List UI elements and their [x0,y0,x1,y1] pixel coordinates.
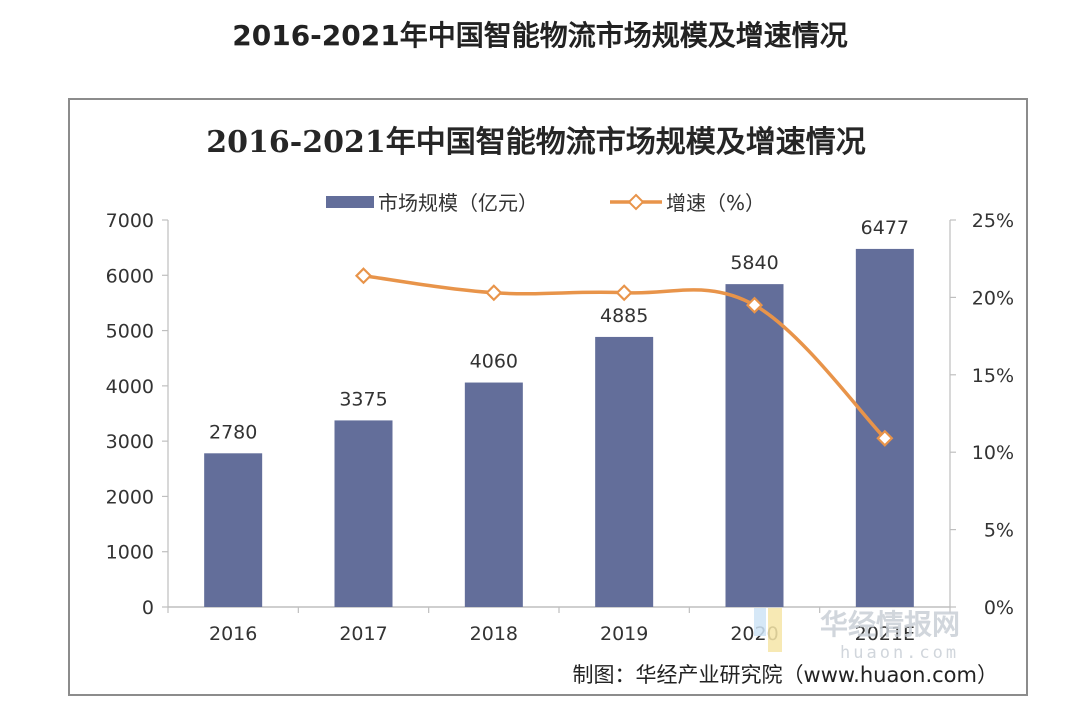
right-tick-label: 25% [972,210,1014,232]
bar [595,336,654,607]
growth-point [354,267,373,285]
x-tick-label: 2019 [600,623,648,645]
legend: 市场规模（亿元） 增速（%） [326,191,765,215]
right-tick-label: 15% [972,365,1014,387]
legend-line-label: 增速（%） [666,191,765,215]
left-tick-label: 1000 [106,542,154,564]
bar-data-label: 4885 [600,305,648,327]
page-title: 2016-2021年中国智能物流市场规模及增速情况 [232,19,848,52]
bar [725,284,784,607]
watermark-domain: huaon.com [840,643,959,663]
bar-data-label: 6477 [861,217,909,239]
source-credit: 制图：华经产业研究院（www.huaon.com） [573,663,998,687]
left-tick-label: 0 [142,597,154,619]
watermark-logo-mark-2 [768,608,782,652]
right-tick-label: 10% [972,442,1014,464]
bar-data-label: 4060 [470,351,518,373]
watermark-name: 华经情报网 [820,608,960,641]
bar-series [204,248,914,607]
left-tick-label: 7000 [106,210,154,232]
legend-line-marker [627,193,645,211]
bar-data-label: 5840 [730,252,778,274]
bar [334,420,393,607]
x-tick-label: 2016 [209,623,257,645]
bar [464,382,523,607]
left-axis-ticks: 0 1000 2000 3000 4000 5000 6000 7000 [106,210,169,619]
left-tick-label: 4000 [106,376,154,398]
legend-bar-label: 市场规模（亿元） [378,191,538,215]
watermark-logo-mark [754,608,766,636]
bar-data-labels: 2780 3375 4060 4885 5840 6477 [209,217,909,443]
growth-point [876,429,894,447]
growth-point [485,284,503,302]
right-axis-ticks: 0% 5% 10% 15% 20% 25% [949,210,1014,619]
x-tick-label: 2017 [339,623,387,645]
bar-data-label: 3375 [339,388,387,410]
right-tick-label: 20% [972,287,1014,309]
x-tick-label: 2021E [855,623,915,645]
left-tick-label: 5000 [106,321,154,343]
legend-bar-swatch [326,196,374,208]
growth-line-series [354,267,894,447]
bar-data-label: 2780 [209,421,257,443]
chart-title: 2016-2021年中国智能物流市场规模及增速情况 [206,125,865,160]
bar [855,248,914,607]
x-axis-ticks: 201620172018201920202021E [167,607,951,645]
chart: 2016-2021年中国智能物流市场规模及增速情况 市场规模（亿元） 增速（%）… [106,125,1014,687]
watermark: 华经情报网 huaon.com [754,608,960,663]
chart-frame: 2016-2021年中国智能物流市场规模及增速情况 市场规模（亿元） 增速（%）… [68,98,1028,696]
growth-point [615,284,633,302]
left-tick-label: 2000 [106,486,154,508]
bar [204,453,263,607]
right-tick-label: 5% [984,520,1014,542]
right-tick-label: 0% [984,597,1014,619]
left-tick-label: 3000 [106,431,154,453]
growth-point [745,296,764,314]
x-tick-label: 2018 [470,623,518,645]
left-tick-label: 6000 [106,265,154,287]
